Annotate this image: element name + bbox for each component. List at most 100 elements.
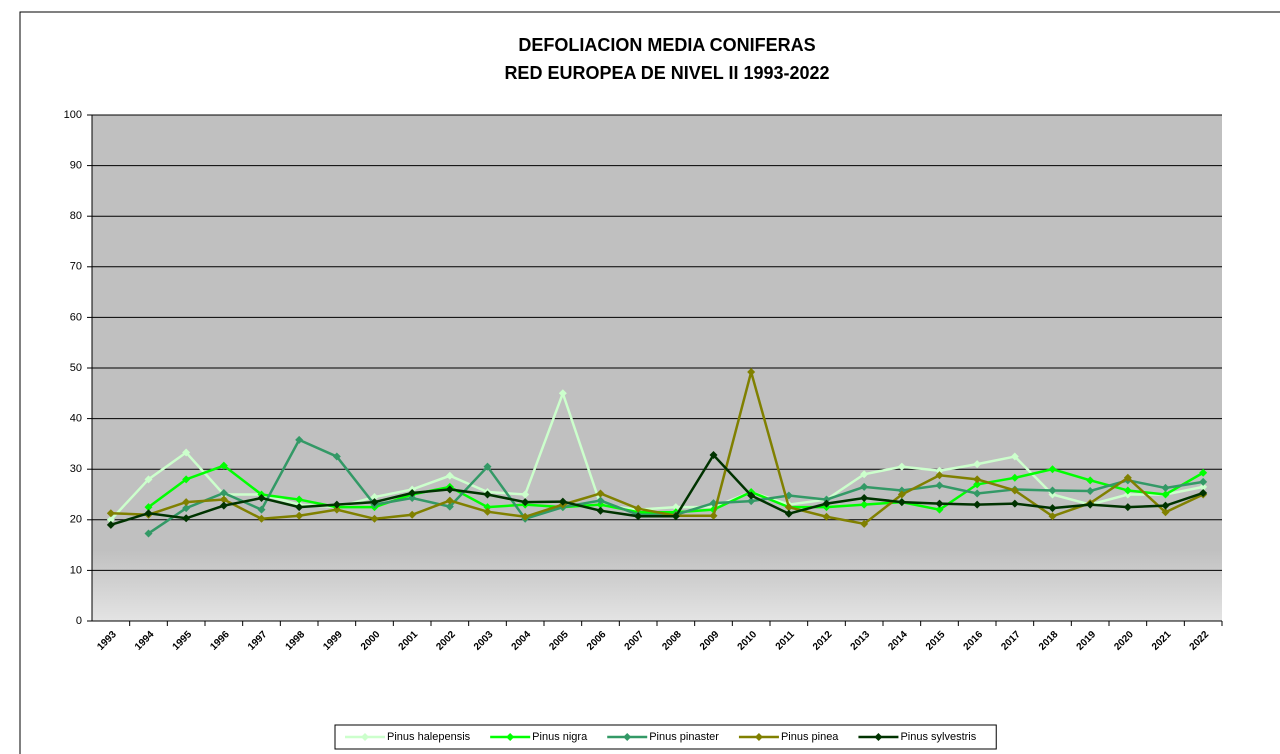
legend-label: Pinus sylvestris [900, 731, 976, 743]
point [332, 452, 341, 461]
point [1199, 488, 1208, 497]
point [1010, 473, 1019, 482]
legend-marker [754, 733, 763, 741]
point [257, 494, 266, 503]
point [1161, 483, 1170, 492]
point [784, 503, 793, 512]
point [671, 503, 680, 512]
point [521, 498, 530, 507]
point [370, 493, 379, 502]
point [521, 490, 530, 499]
point [106, 509, 115, 518]
legend-marker [874, 733, 883, 741]
point [822, 495, 831, 504]
point [182, 448, 191, 457]
point [1161, 508, 1170, 517]
point [1010, 486, 1019, 495]
point [973, 489, 982, 498]
point [144, 529, 153, 538]
point [182, 498, 191, 507]
point [558, 389, 567, 398]
point [784, 509, 793, 518]
point [257, 514, 266, 523]
point [935, 499, 944, 508]
point [106, 520, 115, 529]
point [144, 475, 153, 484]
point [408, 510, 417, 519]
point [106, 515, 115, 524]
point [897, 498, 906, 507]
point [408, 488, 417, 497]
point [1086, 486, 1095, 495]
point [445, 502, 454, 511]
point [935, 505, 944, 514]
point [935, 466, 944, 475]
y-tick-label: 90 [70, 160, 82, 172]
point [747, 491, 756, 500]
point [483, 490, 492, 499]
point [671, 512, 680, 521]
point [897, 490, 906, 499]
point [860, 500, 869, 509]
point [860, 519, 869, 528]
y-tick-label: 30 [70, 463, 82, 475]
chart-title: RED EUROPEA DE NIVEL II 1993-2022 [504, 63, 829, 83]
point [332, 505, 341, 514]
point [219, 461, 228, 470]
point [144, 503, 153, 512]
legend-marker [361, 733, 369, 741]
point [860, 482, 869, 491]
point [332, 500, 341, 509]
y-tick-label: 70 [70, 261, 82, 273]
point [747, 368, 756, 377]
point [370, 514, 379, 523]
point [935, 481, 944, 490]
y-tick-label: 100 [64, 109, 82, 121]
point [1199, 477, 1208, 486]
y-tick-label: 40 [70, 413, 82, 425]
point [182, 475, 191, 484]
point [596, 489, 605, 498]
y-tick-label: 80 [70, 210, 82, 222]
legend-label: Pinus nigra [532, 731, 588, 743]
legend-marker [623, 733, 632, 741]
series-line [109, 389, 1204, 521]
y-tick-label: 50 [70, 362, 82, 374]
legend-label: Pinus halepensis [387, 731, 471, 743]
point [897, 462, 906, 471]
point [1048, 512, 1057, 521]
point [219, 495, 228, 504]
point [634, 512, 643, 521]
point [219, 501, 228, 510]
point [1199, 468, 1208, 477]
point [935, 471, 944, 480]
point [1048, 465, 1057, 474]
point [1123, 486, 1132, 495]
y-tick-label: 20 [70, 514, 82, 526]
series-line [110, 452, 1204, 527]
y-tick-label: 0 [76, 615, 82, 627]
point [483, 503, 492, 512]
chart-title: DEFOLIACION MEDIA CONIFERAS [518, 35, 815, 55]
point [709, 511, 718, 520]
point [1048, 504, 1057, 513]
point [822, 512, 831, 521]
point [483, 462, 492, 471]
point [822, 499, 831, 508]
point [1086, 476, 1095, 485]
point [445, 496, 454, 505]
point [596, 506, 605, 515]
point [445, 471, 454, 480]
point [596, 496, 605, 505]
point [219, 488, 228, 497]
point [1010, 499, 1019, 508]
point [973, 480, 982, 489]
legend-label: Pinus pinaster [649, 731, 719, 743]
point [1086, 500, 1095, 509]
point [295, 435, 304, 444]
point [973, 475, 982, 484]
point [1199, 482, 1208, 491]
point [558, 497, 567, 506]
point [1161, 490, 1170, 499]
